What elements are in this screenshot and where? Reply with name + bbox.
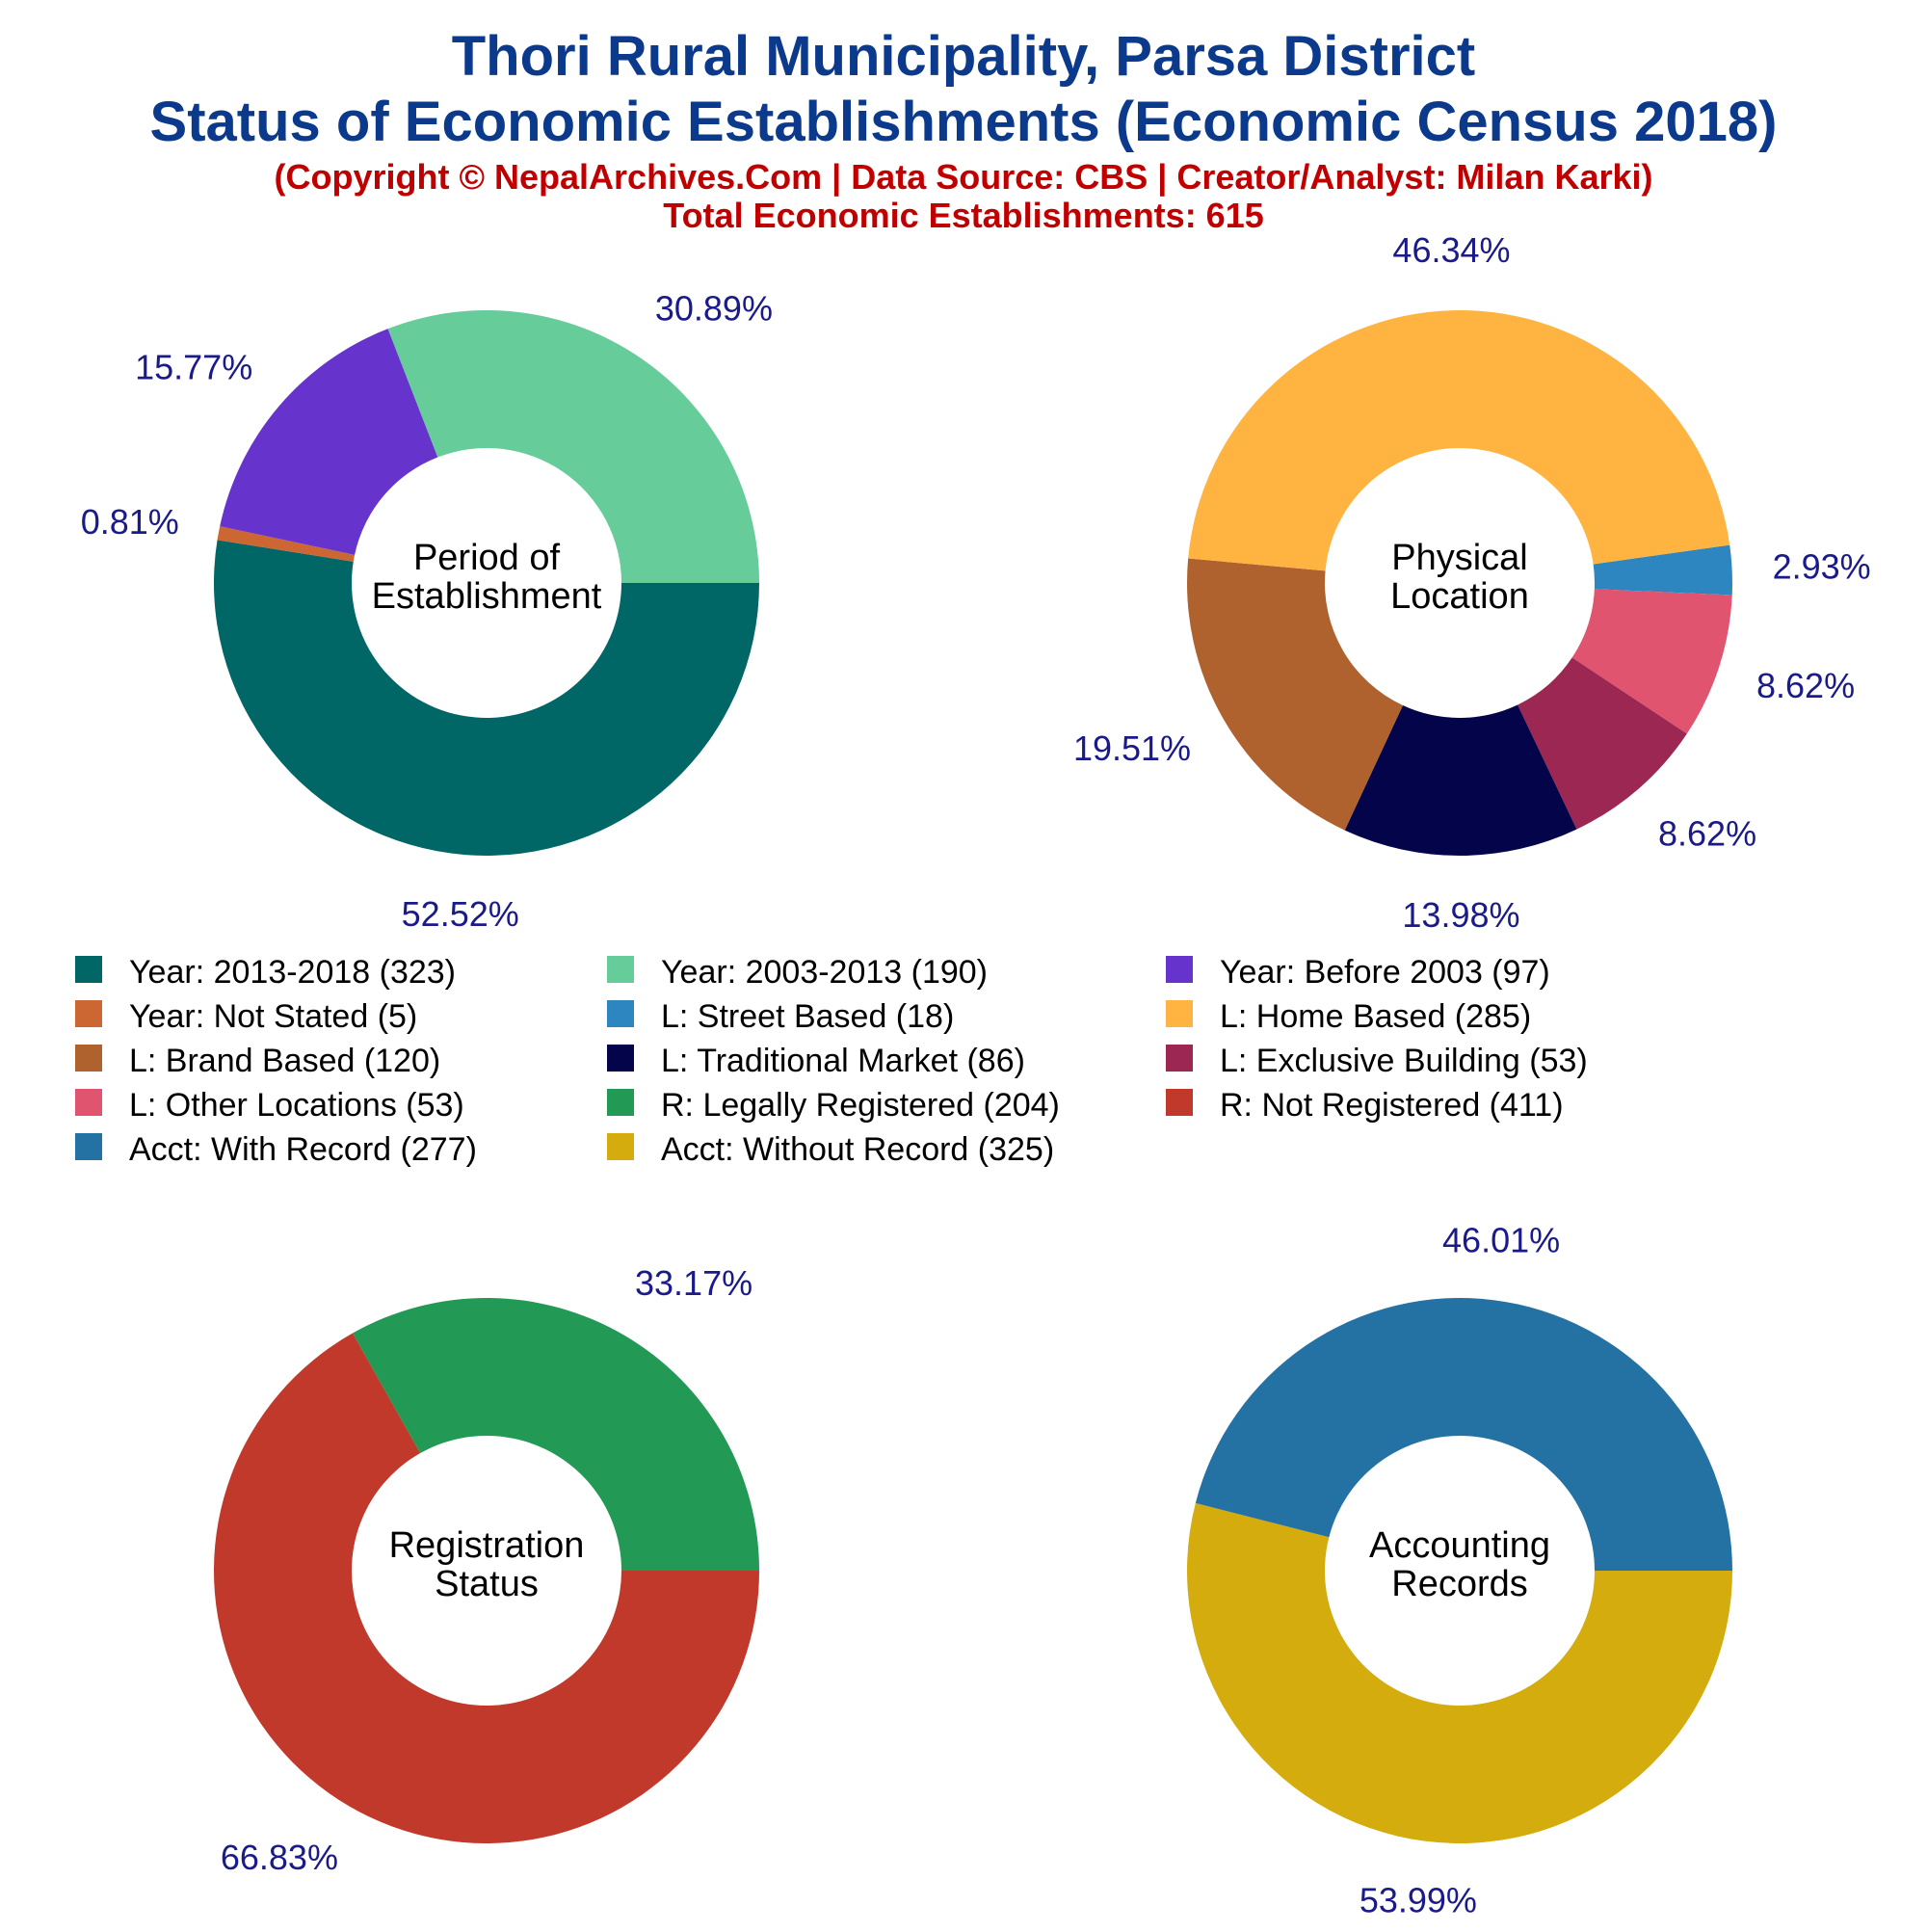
legend-label: Year: 2013-2018 (323): [129, 954, 456, 991]
legend-swatch: [1166, 1000, 1193, 1027]
donut-center-label: Records: [1391, 1564, 1528, 1604]
legend-swatch: [607, 1133, 634, 1160]
slice-percent-label: 8.62%: [1658, 814, 1756, 854]
legend-swatch: [607, 1000, 634, 1027]
legend-label: Year: 2003-2013 (190): [661, 954, 988, 991]
slice-acct-with-record: [1195, 1297, 1732, 1571]
legend-swatch: [75, 1000, 102, 1027]
legend-swatch: [1166, 956, 1193, 983]
legend-item: L: Home Based (285): [1166, 998, 1531, 1035]
slice-r-legally-registered: [353, 1297, 759, 1571]
legend-swatch: [607, 956, 634, 983]
slice-l-street-based: [1593, 544, 1732, 595]
slice-year-2013-2018: [213, 540, 759, 857]
legend-item: R: Legally Registered (204): [607, 1087, 1060, 1124]
legend-swatch: [75, 1133, 102, 1160]
legend-label: L: Other Locations (53): [129, 1087, 464, 1124]
legend-label: L: Exclusive Building (53): [1220, 1043, 1588, 1079]
slice-year-2003-2013: [387, 310, 759, 583]
donut-center-label: Establishment: [372, 576, 602, 617]
slice-percent-label: 52.52%: [402, 894, 519, 934]
legend-swatch: [75, 956, 102, 983]
donut-center-label: Period of: [413, 538, 561, 578]
legend-swatch: [75, 1089, 102, 1116]
legend-label: L: Home Based (285): [1220, 998, 1531, 1035]
legend-label: Year: Before 2003 (97): [1220, 954, 1550, 991]
slice-percent-label: 8.62%: [1756, 666, 1855, 705]
slice-l-brand-based: [1187, 558, 1403, 831]
legend-label: L: Street Based (18): [661, 998, 954, 1035]
legend-label: R: Not Registered (411): [1220, 1087, 1564, 1124]
donut-center-label: Physical: [1391, 538, 1528, 578]
legend-item: Year: 2003-2013 (190): [607, 954, 988, 991]
donut-center-label: Location: [1390, 576, 1529, 617]
slice-l-exclusive-building: [1518, 657, 1687, 830]
legend-swatch: [1166, 1089, 1193, 1116]
legend-label: Year: Not Stated (5): [129, 998, 417, 1035]
legend-item: L: Other Locations (53): [75, 1087, 464, 1124]
slice-r-not-registered: [213, 1333, 759, 1843]
chart-title-line1: Thori Rural Municipality, Parsa District: [452, 25, 1476, 88]
donut-chart-2: 2.93% 8.62% 8.62% 13.98% 19.51% 46.34% Physica…: [1073, 230, 1871, 935]
chart-title-line2: Status of Economic Establishments (Econo…: [150, 91, 1778, 153]
legend-swatch: [607, 1089, 634, 1116]
slice-percent-label: 53.99%: [1359, 1880, 1477, 1919]
legend-item: L: Traditional Market (86): [607, 1043, 1025, 1079]
slice-year-not-stated: [217, 526, 356, 562]
legend-label: L: Traditional Market (86): [661, 1043, 1025, 1079]
slice-percent-label: 2.93%: [1773, 547, 1871, 587]
chart-total: Total Economic Establishments: 615: [663, 196, 1264, 235]
legend-label: R: Legally Registered (204): [661, 1087, 1060, 1124]
donut-center-label: Registration: [389, 1525, 585, 1566]
legend: Year: 2013-2018 (323) Year: 2003-2013 (19…: [75, 954, 1588, 1168]
donut-charts: 52.52% 0.81% 15.77% 30.89% Period ofEstablis…: [81, 230, 1871, 1919]
legend-item: Year: Before 2003 (97): [1166, 954, 1550, 991]
legend-item: Year: Not Stated (5): [75, 998, 417, 1035]
legend-item: L: Street Based (18): [607, 998, 954, 1035]
slice-percent-label: 15.77%: [135, 347, 252, 386]
slice-l-other-locations: [1571, 589, 1732, 734]
slice-percent-label: 0.81%: [81, 502, 179, 542]
slice-percent-label: 30.89%: [655, 288, 773, 328]
slice-percent-label: 46.34%: [1392, 230, 1510, 270]
chart-copyright: (Copyright © NepalArchives.Com | Data So…: [275, 157, 1653, 198]
donut-center-label: Status: [435, 1564, 539, 1604]
donut-center-label: Accounting: [1369, 1525, 1550, 1566]
slice-l-home-based: [1188, 309, 1730, 571]
slice-percent-label: 66.83%: [221, 1838, 338, 1877]
slice-percent-label: 19.51%: [1073, 728, 1191, 768]
legend-swatch: [1166, 1045, 1193, 1072]
legend-swatch: [75, 1045, 102, 1072]
slice-l-traditional-market: [1344, 704, 1577, 856]
slice-year-before-2003: [220, 329, 438, 555]
legend-label: L: Brand Based (120): [129, 1043, 440, 1079]
donut-chart-1: 52.52% 0.81% 15.77% 30.89% Period ofEstablis…: [81, 288, 773, 934]
slice-acct-without-record: [1186, 1502, 1732, 1843]
legend-label: Acct: With Record (277): [129, 1131, 477, 1168]
legend-item: L: Exclusive Building (53): [1166, 1043, 1588, 1079]
legend-item: Acct: With Record (277): [75, 1131, 477, 1168]
legend-swatch: [607, 1045, 634, 1072]
slice-percent-label: 33.17%: [635, 1263, 752, 1303]
slice-percent-label: 13.98%: [1402, 895, 1519, 935]
legend-label: Acct: Without Record (325): [661, 1131, 1054, 1168]
legend-item: R: Not Registered (411): [1166, 1087, 1564, 1124]
legend-item: L: Brand Based (120): [75, 1043, 440, 1079]
slice-percent-label: 46.01%: [1442, 1221, 1560, 1260]
legend-item: Year: 2013-2018 (323): [75, 954, 456, 991]
legend-item: Acct: Without Record (325): [607, 1131, 1054, 1168]
